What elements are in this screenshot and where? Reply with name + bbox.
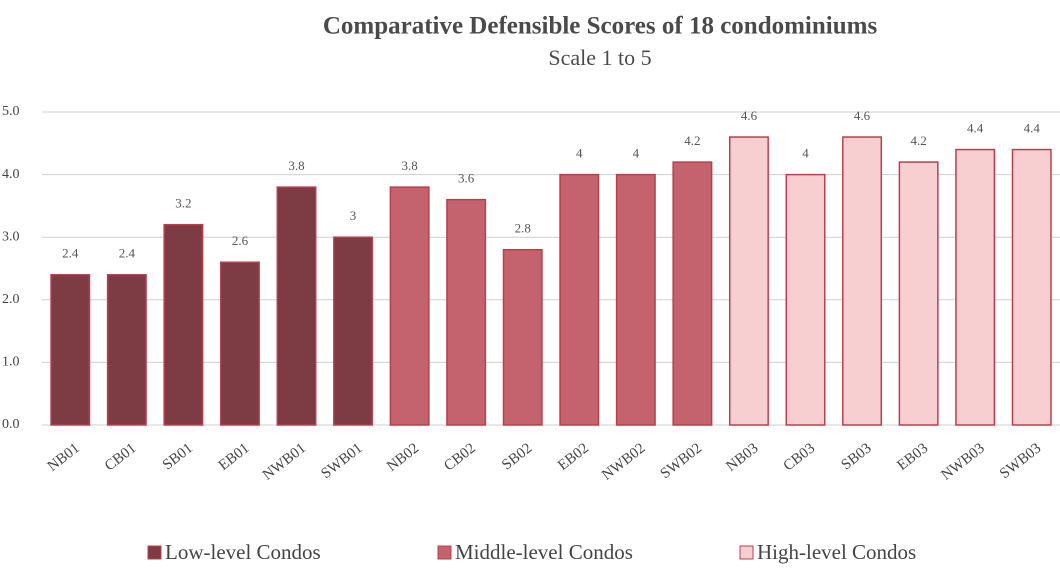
- data-label: 4.2: [684, 133, 700, 148]
- x-tick-label: NWB02: [599, 440, 648, 483]
- x-tick-label: EB02: [555, 440, 592, 474]
- y-tick-label: 1.0: [2, 355, 20, 370]
- data-label: 2.4: [62, 246, 79, 261]
- x-tick-label: NB03: [723, 440, 761, 475]
- legend-swatch: [147, 545, 162, 560]
- bar: [672, 161, 713, 426]
- data-label: 3.6: [458, 171, 475, 186]
- bar: [106, 274, 147, 426]
- data-label: 4.6: [741, 108, 758, 123]
- x-tick-label: CB03: [781, 440, 818, 474]
- x-tick-label: NWB01: [260, 440, 309, 483]
- x-tick-label: SB03: [838, 440, 874, 473]
- data-label: 3.2: [175, 196, 191, 211]
- y-tick-label: 2.0: [2, 292, 20, 307]
- bar: [502, 248, 543, 426]
- data-label: 4.4: [1024, 121, 1041, 136]
- x-tick-label: SWB02: [658, 440, 705, 482]
- x-tick-label: EB03: [894, 440, 931, 474]
- x-tick-label: EB01: [216, 440, 253, 474]
- bar: [842, 136, 883, 426]
- bar: [389, 186, 430, 426]
- data-label: 4.6: [854, 108, 871, 123]
- x-tick-label: CB02: [441, 440, 478, 474]
- data-label: 4: [576, 146, 583, 161]
- legend-label: Low-level Condos: [165, 540, 321, 564]
- x-tick-label: SB01: [160, 440, 196, 473]
- bar: [219, 261, 260, 426]
- data-label: 4.4: [967, 121, 984, 136]
- bar: [333, 236, 374, 426]
- chart-subtitle: Scale 1 to 5: [548, 45, 651, 70]
- x-tick-label: SWB03: [997, 440, 1044, 482]
- data-label: 3.8: [288, 158, 304, 173]
- legend-label: High-level Condos: [757, 540, 916, 564]
- data-label: 2.6: [232, 233, 249, 248]
- data-label: 3.8: [401, 158, 417, 173]
- x-tick-label: NB01: [45, 440, 83, 475]
- legend-swatch: [437, 545, 452, 560]
- bar: [1011, 148, 1052, 426]
- y-tick-label: 5.0: [2, 104, 20, 119]
- data-label: 2.4: [119, 246, 136, 261]
- bar: [163, 223, 204, 426]
- bar: [50, 274, 91, 426]
- bar: [276, 186, 317, 426]
- legend-label: Middle-level Condos: [455, 540, 633, 564]
- bar: [785, 173, 826, 426]
- x-tick-label: NWB03: [938, 440, 987, 483]
- data-label: 3: [350, 208, 357, 223]
- bar: [559, 173, 600, 426]
- chart-title: Comparative Defensible Scores of 18 cond…: [323, 13, 878, 40]
- data-label: 4: [802, 146, 809, 161]
- y-tick-label: 0.0: [2, 417, 20, 432]
- bar: [615, 173, 656, 426]
- bar: [955, 148, 996, 426]
- x-tick-label: SB02: [499, 440, 535, 473]
- data-label: 4: [633, 146, 640, 161]
- legend-swatch: [739, 545, 754, 560]
- data-label: 4.2: [910, 133, 926, 148]
- bar: [898, 161, 939, 426]
- x-tick-label: NB02: [384, 440, 422, 475]
- x-tick-label: SWB01: [318, 440, 365, 482]
- y-tick-label: 3.0: [2, 229, 20, 244]
- y-tick-label: 4.0: [2, 167, 20, 182]
- bar: [728, 136, 769, 426]
- data-label: 2.8: [515, 221, 531, 236]
- bar: [446, 198, 487, 426]
- x-tick-label: CB01: [102, 440, 139, 474]
